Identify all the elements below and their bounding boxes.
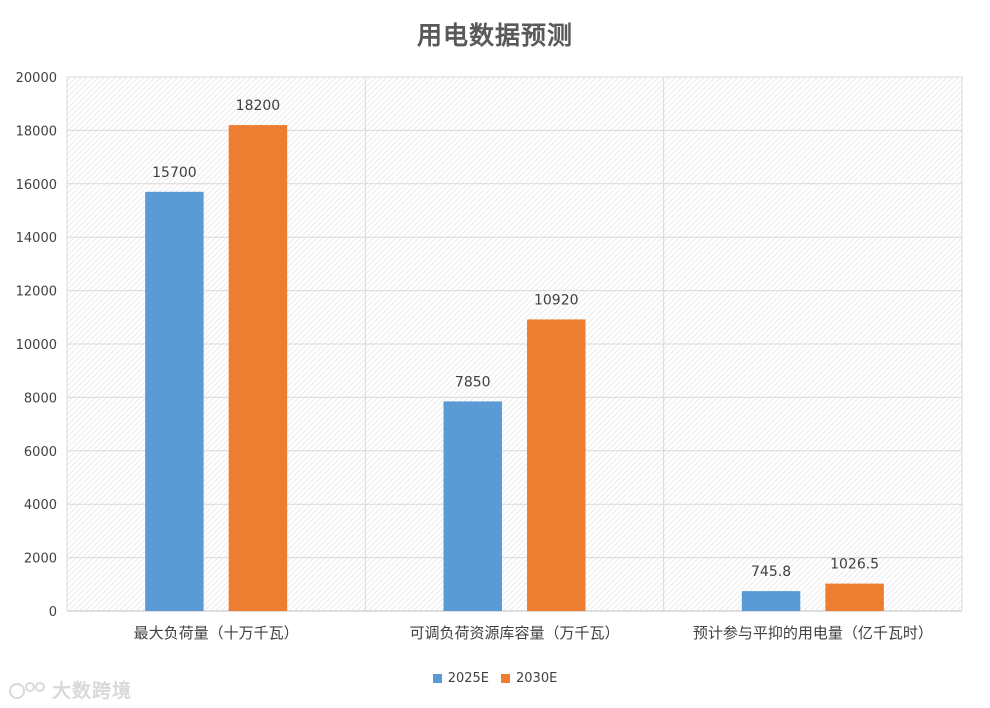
x-tick-label: 预计参与平抑的用电量（亿千瓦时） bbox=[693, 624, 933, 642]
data-label: 1026.5 bbox=[830, 557, 879, 573]
y-axis-ticks: 0 2000 4000 6000 8000 10000 12000 14000 16000 180… bbox=[16, 71, 57, 620]
y-tick-label: 10000 bbox=[16, 338, 57, 353]
data-label: 18200 bbox=[236, 98, 281, 114]
legend-label-2030e: 2030E bbox=[516, 671, 558, 686]
y-tick-label: 20000 bbox=[16, 71, 57, 86]
x-tick-label: 最大负荷量（十万千瓦） bbox=[134, 624, 299, 642]
watermark-text: 大数跨境 bbox=[52, 680, 133, 702]
y-tick-label: 14000 bbox=[16, 231, 57, 246]
x-tick-label: 可调负荷资源库容量（万千瓦） bbox=[409, 624, 619, 642]
bars bbox=[145, 125, 884, 611]
y-tick-label: 16000 bbox=[16, 178, 57, 193]
chart-title: 用电数据预测 bbox=[416, 21, 573, 50]
watermark: 大数跨境 bbox=[8, 676, 132, 703]
y-tick-label: 2000 bbox=[24, 552, 57, 567]
x-axis-ticks: 最大负荷量（十万千瓦） 可调负荷资源库容量（万千瓦） 预计参与平抑的用电量（亿千瓦时… bbox=[134, 624, 933, 642]
y-tick-label: 0 bbox=[49, 605, 57, 620]
legend-swatch-2025e bbox=[432, 674, 442, 683]
legend-item-2025e[interactable]: 2025E bbox=[432, 671, 489, 686]
data-label: 15700 bbox=[152, 165, 197, 181]
data-label: 7850 bbox=[455, 374, 491, 390]
bar-2025e-2 bbox=[741, 591, 801, 611]
bar-2025e-0 bbox=[145, 191, 204, 611]
gridlines bbox=[66, 76, 963, 612]
watermark-logo-icon bbox=[9, 681, 45, 699]
y-tick-label: 8000 bbox=[24, 391, 57, 406]
y-tick-label: 4000 bbox=[24, 498, 57, 513]
bar-2025e-1 bbox=[443, 401, 502, 611]
y-tick-label: 12000 bbox=[16, 285, 57, 300]
bar-2030e-1 bbox=[527, 319, 586, 611]
y-tick-label: 6000 bbox=[24, 445, 57, 460]
bar-2030e-0 bbox=[228, 125, 288, 611]
bar-2030e-2 bbox=[825, 583, 884, 611]
data-label: 745.8 bbox=[751, 564, 791, 580]
legend: 2025E 2030E bbox=[0, 671, 990, 686]
legend-label-2025e: 2025E bbox=[447, 671, 489, 686]
legend-swatch-2030e bbox=[501, 674, 510, 683]
data-labels: 15700 18200 7850 10920 745.8 1026.5 bbox=[152, 98, 879, 580]
legend-item-2030e[interactable]: 2030E bbox=[501, 671, 557, 686]
data-label: 10920 bbox=[534, 292, 579, 308]
y-tick-label: 18000 bbox=[16, 124, 57, 139]
